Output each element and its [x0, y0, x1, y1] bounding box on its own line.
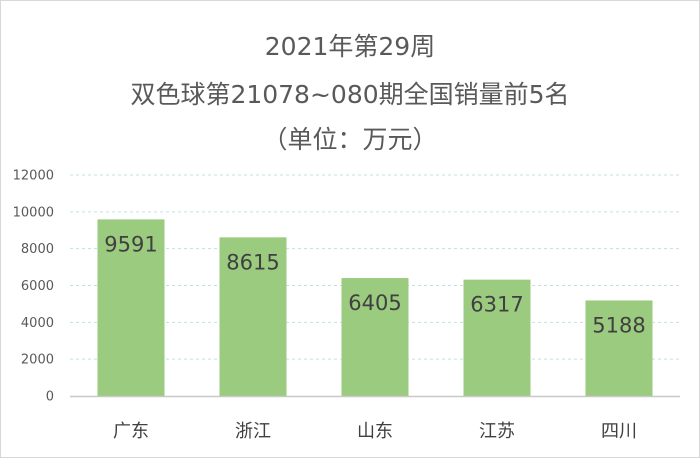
category-labels: 广东 浙江 山东 江苏 四川 — [113, 421, 637, 442]
bar-4 — [585, 300, 653, 396]
category-label: 四川 — [601, 421, 637, 442]
chart-title-line-3: （单位：万元） — [262, 125, 438, 154]
y-tick-label: 8000 — [21, 242, 54, 257]
data-label: 8615 — [226, 250, 279, 274]
y-tick-label: 4000 — [21, 316, 54, 331]
bar-1 — [219, 237, 287, 396]
data-labels: 9591 8615 6405 6317 5188 — [104, 232, 645, 337]
y-tick-labels: 0 2000 4000 6000 8000 10000 12000 — [13, 169, 54, 405]
category-label: 浙江 — [235, 421, 271, 442]
y-tick-label: 12000 — [13, 169, 54, 184]
category-label: 广东 — [113, 421, 149, 442]
y-tick-label: 6000 — [21, 279, 54, 294]
y-tick-label: 2000 — [21, 353, 54, 368]
category-label: 江苏 — [479, 421, 515, 442]
bar-3 — [463, 279, 531, 396]
bar-2 — [341, 278, 409, 396]
chart-title-line-2: 双色球第21078~080期全国销量前5名 — [130, 80, 570, 109]
chart-title-line-1: 2021年第29周 — [264, 32, 436, 61]
category-label: 山东 — [357, 421, 393, 442]
bars — [97, 219, 653, 396]
bar-0 — [97, 219, 165, 396]
y-tick-label: 0 — [46, 390, 54, 405]
data-label: 9591 — [104, 232, 157, 256]
data-label: 5188 — [592, 313, 645, 337]
data-label: 6405 — [348, 291, 401, 315]
y-tick-label: 10000 — [13, 205, 54, 220]
data-label: 6317 — [470, 293, 523, 317]
